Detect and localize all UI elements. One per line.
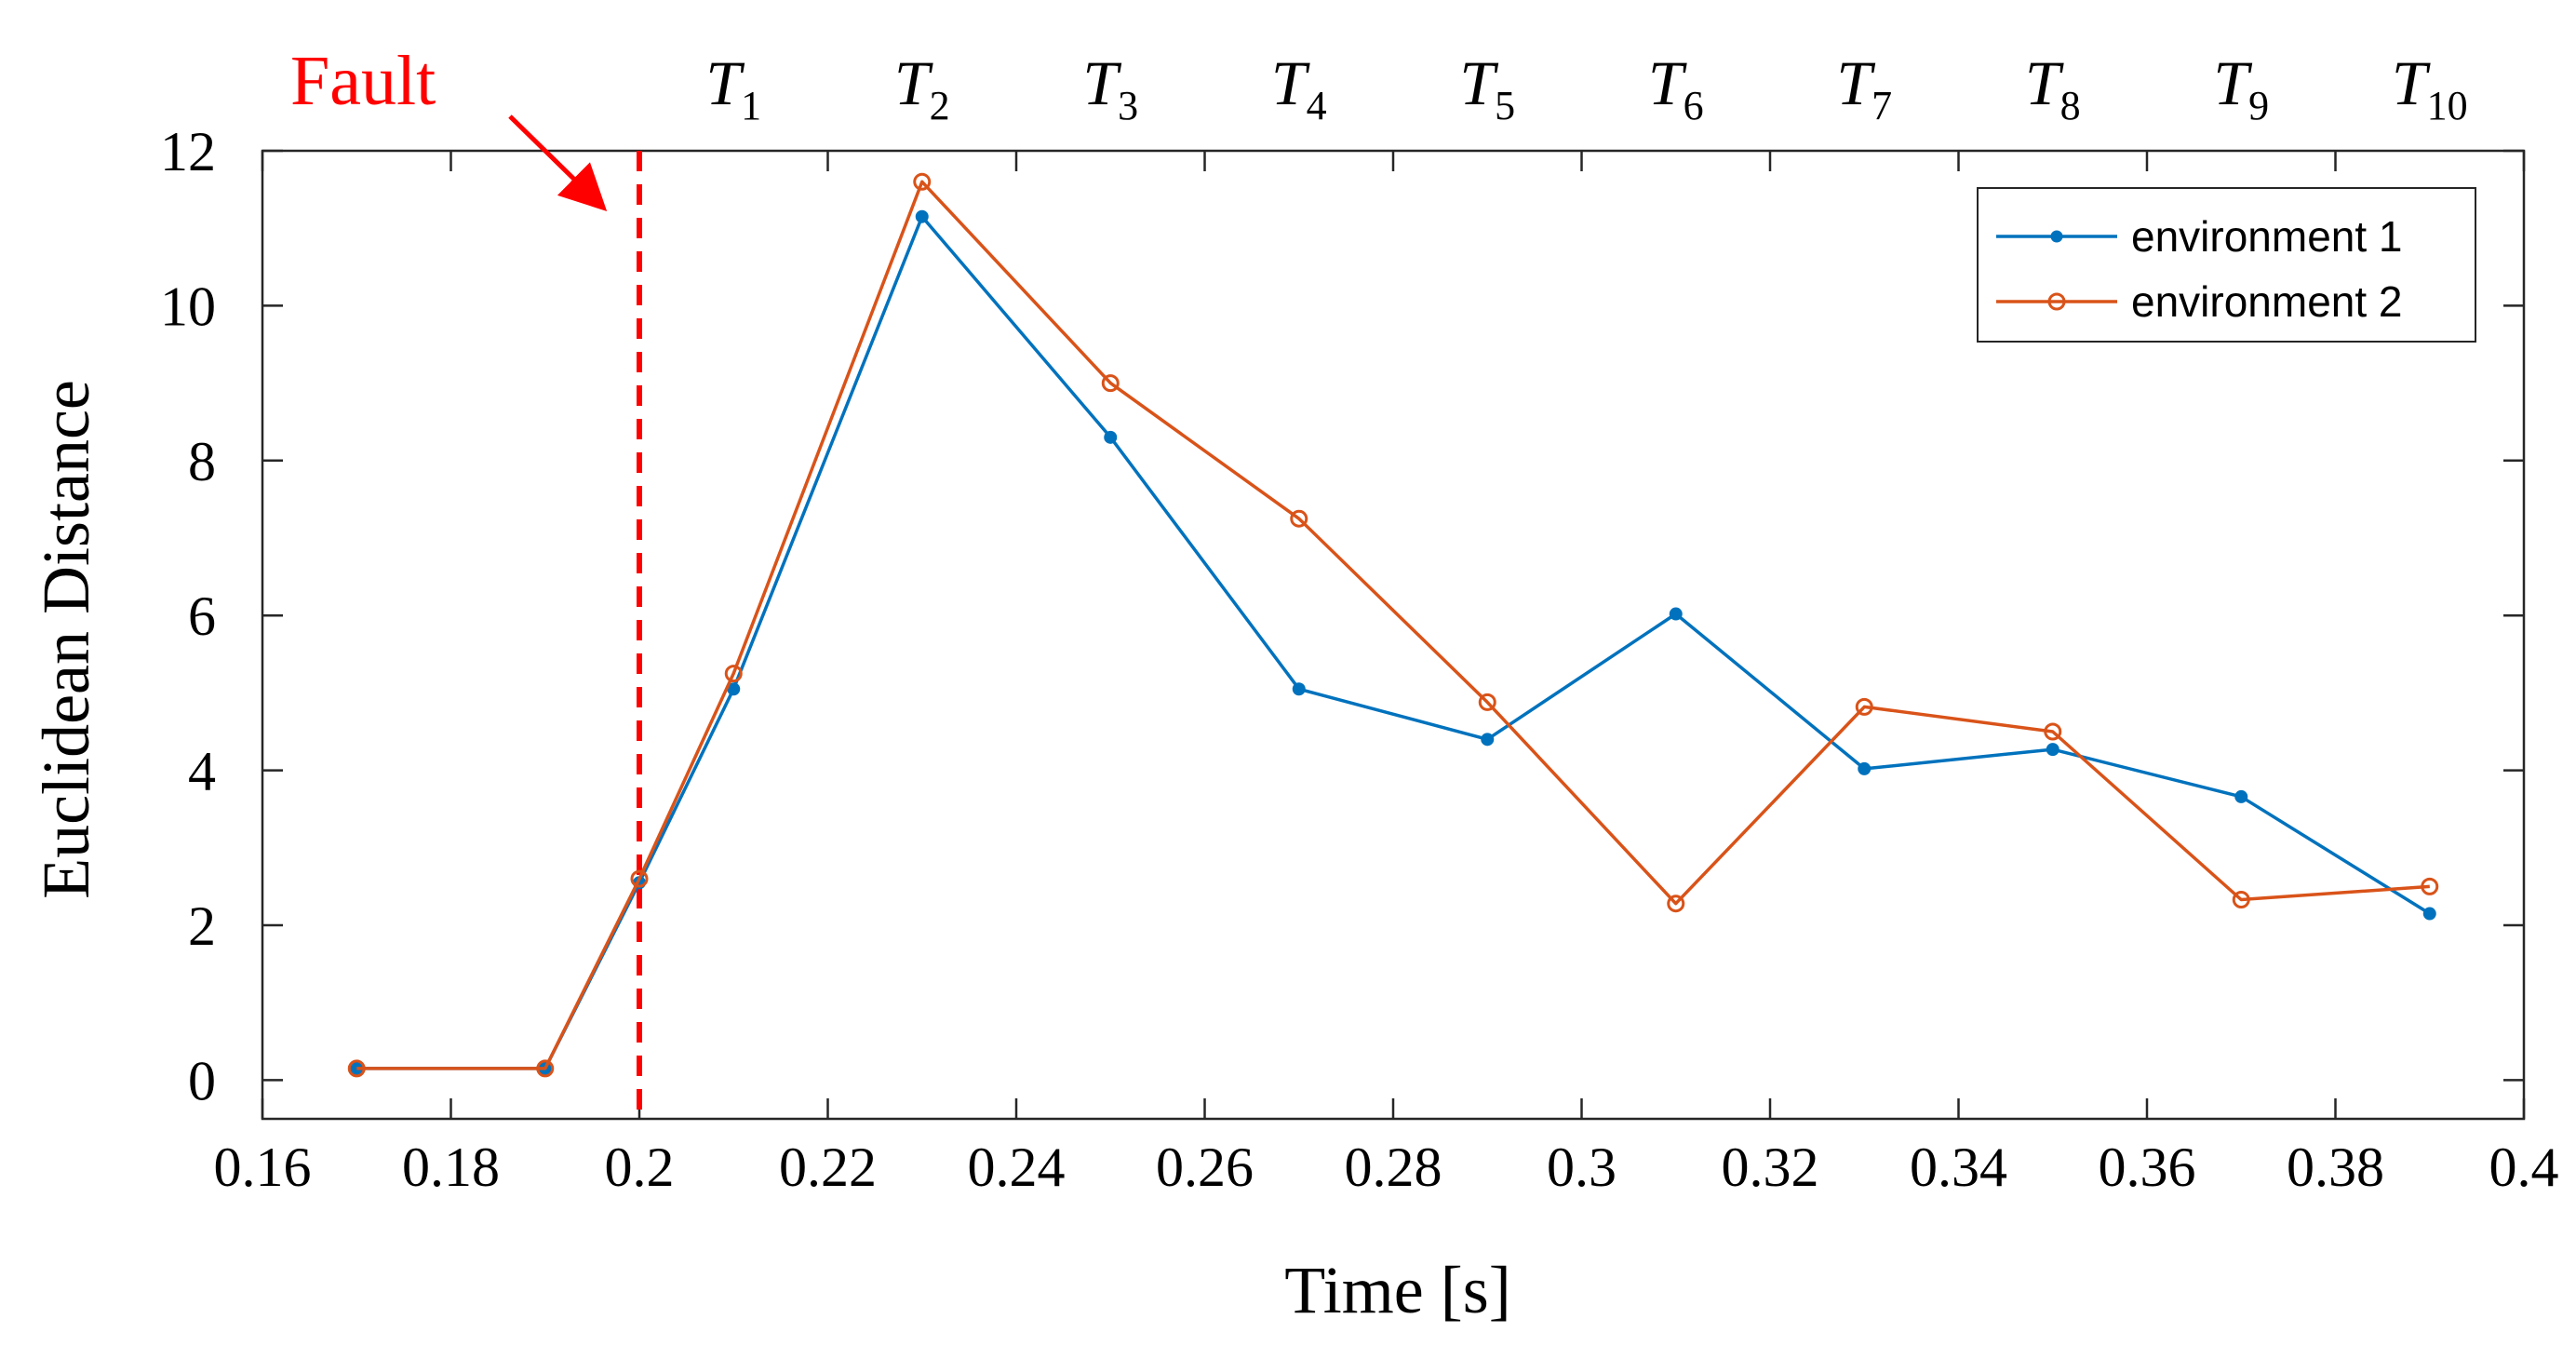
time-marker-base: T (1836, 47, 1875, 118)
time-marker-label: T7 (1836, 47, 1892, 128)
y-axis-label: Euclidean Distance (29, 380, 103, 899)
series-1-point (1481, 733, 1495, 747)
series-line-2 (356, 180, 2430, 1070)
y-tick-label: 0 (188, 1050, 216, 1111)
series-2-point (347, 1059, 366, 1078)
time-marker-base: T (1459, 47, 1498, 118)
x-tick-label: 0.36 (2099, 1137, 2196, 1198)
legend-marker-2 (2047, 292, 2066, 311)
time-marker-base: T (1648, 47, 1687, 118)
series-2-point (1290, 509, 1308, 528)
fault-arrow (508, 114, 608, 211)
time-marker-label: T5 (1459, 47, 1515, 128)
x-tick-label: 0.28 (1345, 1137, 1442, 1198)
time-marker-label: T10 (2392, 47, 2468, 128)
time-marker-base: T (705, 47, 745, 118)
series-1-point (1858, 761, 1872, 775)
series-line-1 (356, 214, 2431, 1070)
series-2-point (2044, 722, 2062, 741)
series-1-point (2046, 743, 2059, 757)
series-2-point (630, 869, 649, 888)
legend-box (1977, 187, 2476, 343)
y-tick-label: 10 (160, 276, 216, 337)
x-axis-label: Time [s] (1284, 1253, 1510, 1327)
time-marker-subscript: 9 (2248, 83, 2269, 128)
legend: environment 1 environment 2 (1977, 187, 2476, 343)
y-tick-label: 4 (188, 741, 216, 802)
x-tick-label: 0.38 (2287, 1137, 2384, 1198)
series-2-point (724, 665, 743, 683)
x-tick-label: 0.32 (1722, 1137, 1819, 1198)
series-1-point (1104, 430, 1118, 444)
series-2-point (1855, 697, 1873, 716)
time-marker-base: T (2025, 47, 2064, 118)
series-2-point (2421, 877, 2439, 895)
plot-layer (347, 151, 2439, 1119)
time-marker-label: T4 (1271, 47, 1327, 128)
time-marker-base: T (2213, 47, 2252, 118)
time-marker-label: T9 (2213, 47, 2269, 128)
legend-label-2: environment 2 (2131, 277, 2403, 326)
series-1-point (2234, 789, 2248, 803)
series-2-point (2232, 891, 2250, 909)
series-2-point (1478, 693, 1496, 711)
time-marker-subscript: 5 (1495, 83, 1515, 128)
y-tick-label: 6 (188, 585, 216, 647)
y-tick-label: 12 (160, 121, 216, 182)
time-marker-label: T6 (1648, 47, 1704, 128)
time-marker-subscript: 1 (741, 83, 761, 128)
x-tick-label: 0.18 (402, 1137, 500, 1198)
x-tick-label: 0.3 (1547, 1137, 1617, 1198)
series-1-point (2422, 907, 2436, 921)
x-tick-label: 0.2 (605, 1137, 675, 1198)
time-marker-subscript: 7 (1872, 83, 1892, 128)
axes-layer: 0.16 0.18 0.2 0.22 0.24 0.26 0.28 0.3 0.32 0.34 0.… (29, 121, 2559, 1327)
series-1-point (1669, 607, 1683, 621)
time-marker-subscript: 3 (1118, 83, 1138, 128)
legend-marker-1 (2050, 230, 2063, 243)
time-marker-subscript: 6 (1684, 83, 1704, 128)
x-tick-label: 0.22 (779, 1137, 877, 1198)
time-marker-subscript: 2 (930, 83, 950, 128)
time-marker-label: T8 (2025, 47, 2081, 128)
time-marker-subscript: 10 (2427, 83, 2468, 128)
time-marker-base: T (1082, 47, 1121, 118)
series-2-point (1101, 374, 1120, 393)
series-2-point (913, 172, 932, 191)
time-marker-subscript: 4 (1307, 83, 1327, 128)
x-tick-label: 0.4 (2489, 1137, 2559, 1198)
time-marker-base: T (1271, 47, 1310, 118)
x-tick-label: 0.26 (1156, 1137, 1254, 1198)
time-marker-label: T3 (1082, 47, 1138, 128)
y-tick-label: 2 (188, 895, 216, 957)
x-tick-label: 0.34 (1910, 1137, 2007, 1198)
x-tick-label: 0.16 (214, 1137, 312, 1198)
y-tick-label: 8 (188, 431, 216, 492)
x-tick-label: 0.24 (968, 1137, 1066, 1198)
time-marker-label: T2 (894, 47, 950, 128)
series-2-point (536, 1059, 555, 1078)
time-marker-label: T1 (705, 47, 761, 128)
legend-label-1: environment 1 (2131, 212, 2403, 261)
time-marker-base: T (2392, 47, 2431, 118)
fault-label: Fault (290, 42, 436, 120)
annotation-layer: Fault T1 T2 T3 T4 T5 T6 T7 T8 T9 T10 (290, 42, 2468, 211)
time-marker-base: T (894, 47, 933, 118)
series-2-point (1667, 895, 1685, 913)
series-1-point (1292, 682, 1306, 696)
time-marker-subscript: 8 (2060, 83, 2081, 128)
series-1-point (915, 209, 929, 223)
